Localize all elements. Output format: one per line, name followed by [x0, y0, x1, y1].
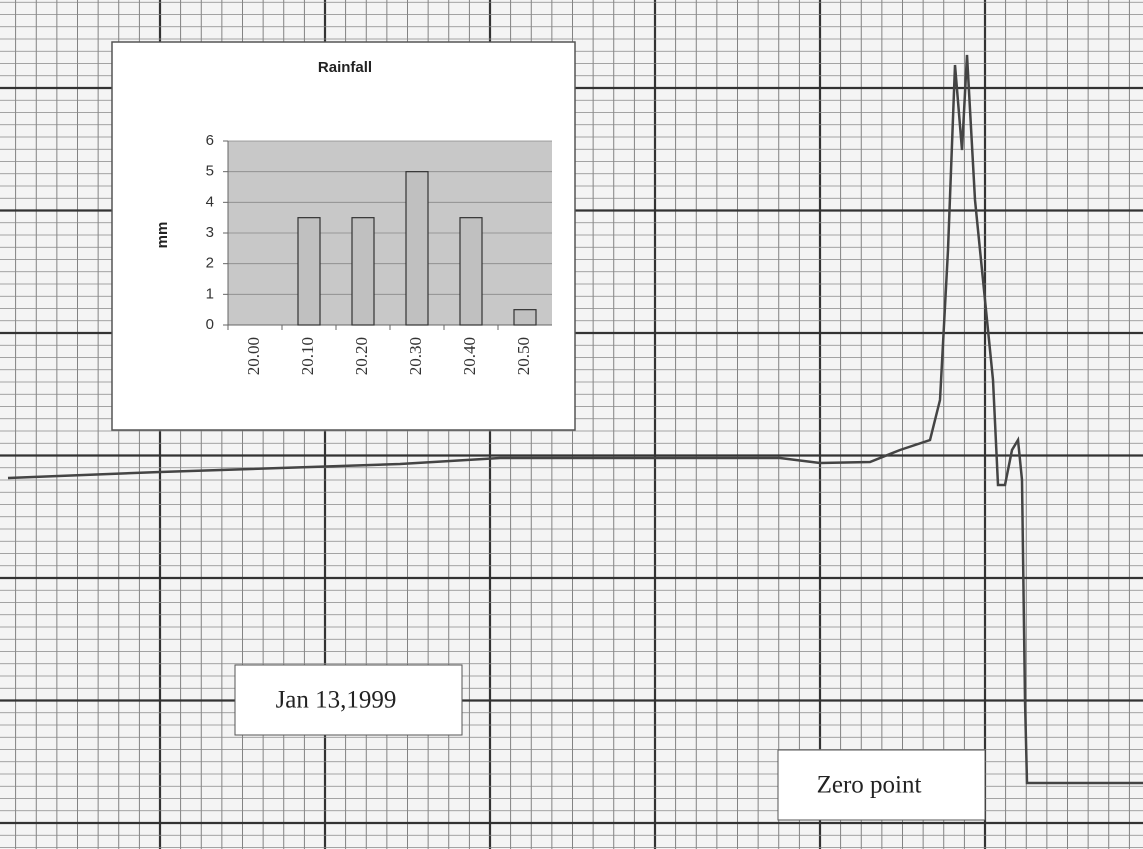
- x-tick-label: 20.00: [244, 337, 263, 375]
- zero-annotation: Zero point: [817, 772, 922, 799]
- y-tick-label: 3: [206, 224, 214, 241]
- y-tick-label: 1: [206, 285, 214, 302]
- x-tick-label: 20.20: [352, 337, 371, 375]
- x-tick-label: 20.40: [460, 337, 479, 375]
- bar: [406, 172, 428, 325]
- bar: [514, 310, 536, 325]
- chart-recorder: Rainfall mm 0 1 2 3 4 5 6 20.00 20.10 20.20 20.30 2…: [0, 0, 1143, 849]
- y-tick-label: 4: [206, 193, 214, 210]
- x-tick-label: 20.10: [298, 337, 317, 375]
- y-tick-label: 5: [206, 163, 214, 180]
- y-axis-label: mm: [154, 222, 171, 249]
- bar: [352, 218, 374, 325]
- x-tick-label: 20.50: [514, 337, 533, 375]
- inset-chart: Rainfall mm 0 1 2 3 4 5 6 20.00 20.10 20.20 20.30 2…: [112, 42, 575, 430]
- bar: [460, 218, 482, 325]
- bar: [298, 218, 320, 325]
- date-annotation: Jan 13,1999: [276, 687, 397, 714]
- x-tick-label: 20.30: [406, 337, 425, 375]
- inset-title: Rainfall: [318, 59, 372, 76]
- y-tick-label: 2: [206, 255, 214, 272]
- y-tick-label: 0: [206, 316, 214, 333]
- y-tick-label: 6: [206, 132, 214, 149]
